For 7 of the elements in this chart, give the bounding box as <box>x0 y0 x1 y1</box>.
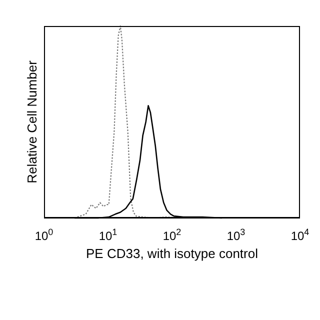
x-tick-label: 10$^{0}$ <box>34 227 54 243</box>
x-axis-title: PE CD33, with isotype control <box>86 246 258 261</box>
y-axis-title: Relative Cell Number <box>24 60 40 184</box>
x-tick-label: 10$^{4}$ <box>290 227 310 243</box>
x-tick-label: 10$^{2}$ <box>162 227 182 243</box>
x-tick-label: 10$^{1}$ <box>98 227 118 243</box>
x-tick-label: 10$^{3}$ <box>226 227 246 243</box>
